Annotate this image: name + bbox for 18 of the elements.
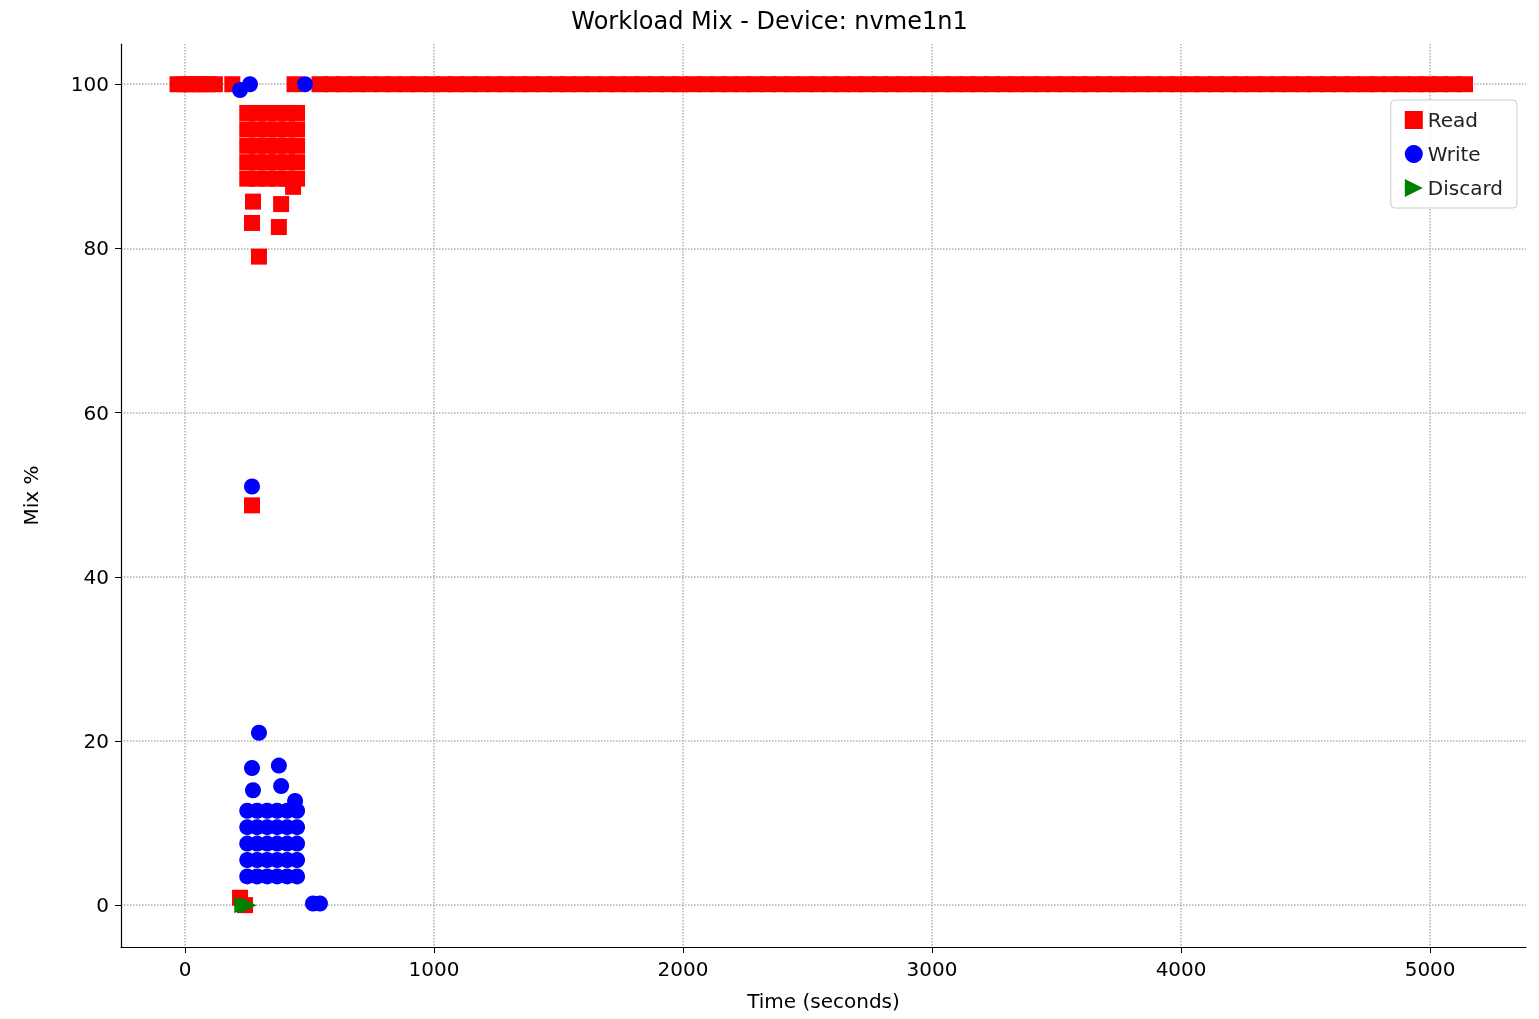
x-tick-label: 4000 [1155, 957, 1207, 981]
x-tick-label: 2000 [657, 957, 709, 981]
y-tick-label: 40 [83, 564, 109, 589]
chart-title: Workload Mix - Device: nvme1n1 [571, 7, 968, 35]
legend-label: Read [1427, 108, 1479, 132]
y-axis-title: Mix % [19, 465, 43, 526]
x-tick-label: 1000 [408, 957, 460, 981]
y-tick-label: 100 [70, 72, 109, 97]
x-axis-title: Time (seconds) [746, 989, 900, 1013]
x-tick-label: 5000 [1404, 957, 1456, 981]
x-tick-label: 3000 [906, 957, 958, 981]
y-tick-label: 80 [83, 236, 109, 261]
legend-label: Write [1427, 142, 1481, 166]
x-tick-label: 0 [178, 957, 192, 981]
legend-label: Discard [1427, 176, 1504, 200]
y-tick-label: 20 [83, 728, 109, 753]
y-tick-label: 60 [83, 400, 109, 425]
y-tick-label: 0 [96, 893, 109, 918]
